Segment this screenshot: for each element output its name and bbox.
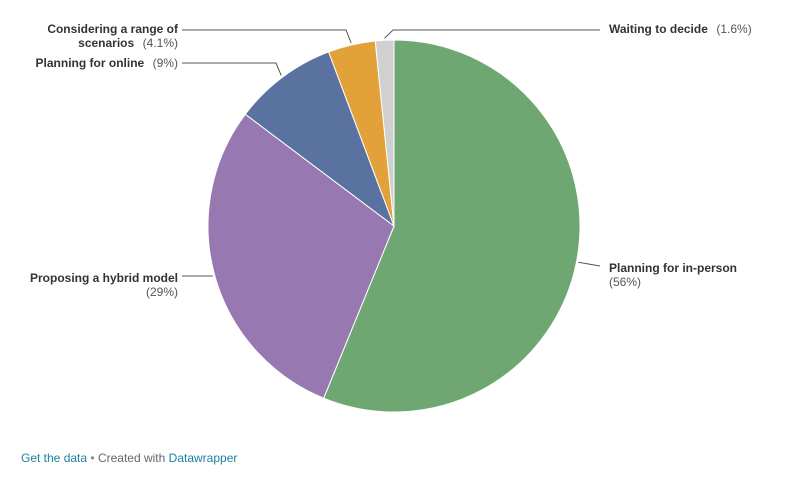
label-online: Planning for online (9%) [36,54,178,71]
label-scenarios-line2: scenarios (4.1%) [78,34,178,51]
label-scenarios-value: (4.1%) [143,36,178,50]
chart-footer: Get the data • Created with Datawrapper [21,451,237,465]
label-waiting-value: (1.6%) [716,22,751,36]
label-online-value: (9%) [153,56,178,70]
pie-chart: Planning for in-person (56%) Proposing a… [30,20,752,413]
leader-lines [182,29,601,277]
label-in-person-value: (56%) [609,275,641,289]
leader-line-scenarios [182,29,352,44]
label-in-person-name: Planning for in-person [609,261,737,275]
leader-line-in-person [578,261,601,267]
label-online-name: Planning for online [36,56,145,70]
label-hybrid-name: Proposing a hybrid model [30,271,178,285]
label-waiting-name: Waiting to decide [609,22,708,36]
label-waiting: Waiting to decide (1.6%) [609,20,752,37]
pie-slice-online [244,51,396,228]
datawrapper-link[interactable]: Datawrapper [168,451,238,465]
created-with-text: Created with [97,451,166,465]
pie-slices [207,39,581,413]
label-scenarios-name-line2: scenarios [78,36,134,50]
pie-slice-waiting [374,39,395,227]
get-the-data-link[interactable]: Get the data [21,451,88,465]
label-hybrid-value: (29%) [146,285,178,299]
pie-slice-in-person [323,39,581,413]
label-scenarios-name-line1: Considering a range of [47,22,179,36]
pie-slice-hybrid [207,113,395,399]
footer-separator: • [90,451,95,465]
leader-line-online [182,62,282,76]
leader-line-waiting [384,29,600,39]
